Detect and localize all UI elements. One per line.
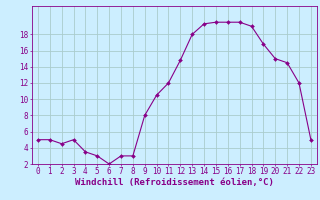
X-axis label: Windchill (Refroidissement éolien,°C): Windchill (Refroidissement éolien,°C) xyxy=(75,178,274,187)
